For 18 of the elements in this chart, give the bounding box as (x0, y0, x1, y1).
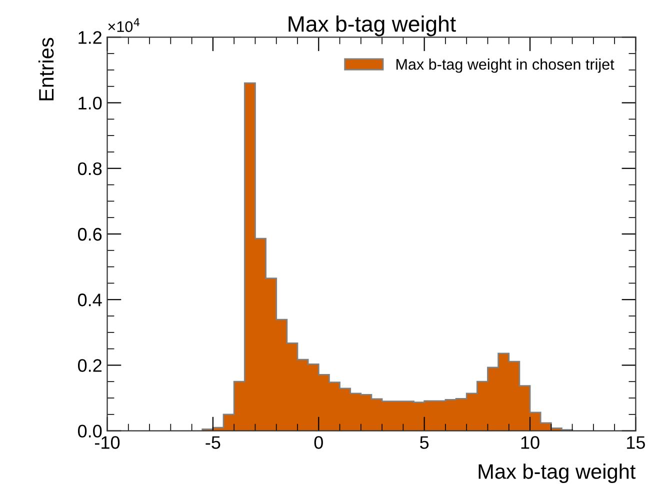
y-axis-title: Entries (38, 38, 54, 100)
legend-label: Max b-tag weight in chosen trijet (396, 58, 614, 73)
x-tick-label: 15 (627, 436, 645, 449)
y-tick-label: 0.6 (78, 228, 102, 241)
x-tick-label: 10 (521, 436, 540, 449)
chart-title: Max b-tag weight (288, 16, 456, 36)
x-axis-title: Max b-tag weight (478, 464, 636, 484)
y-tick-label: 0.0 (78, 424, 102, 438)
y-tick-label: 0.8 (78, 162, 102, 176)
y-tick-label: 0.2 (78, 359, 102, 372)
x-tick-label: 0 (314, 436, 323, 449)
y-tick-label: 0.4 (78, 294, 102, 306)
y-tick-label: 1.0 (78, 96, 102, 110)
x-tick-label: 5 (420, 436, 429, 449)
x-tick-label: -5 (206, 436, 220, 449)
x-tick-label: -10 (95, 436, 120, 449)
y-tick-label: 1.2 (78, 31, 102, 44)
text: ×10$^{4}$ (108, 18, 140, 32)
